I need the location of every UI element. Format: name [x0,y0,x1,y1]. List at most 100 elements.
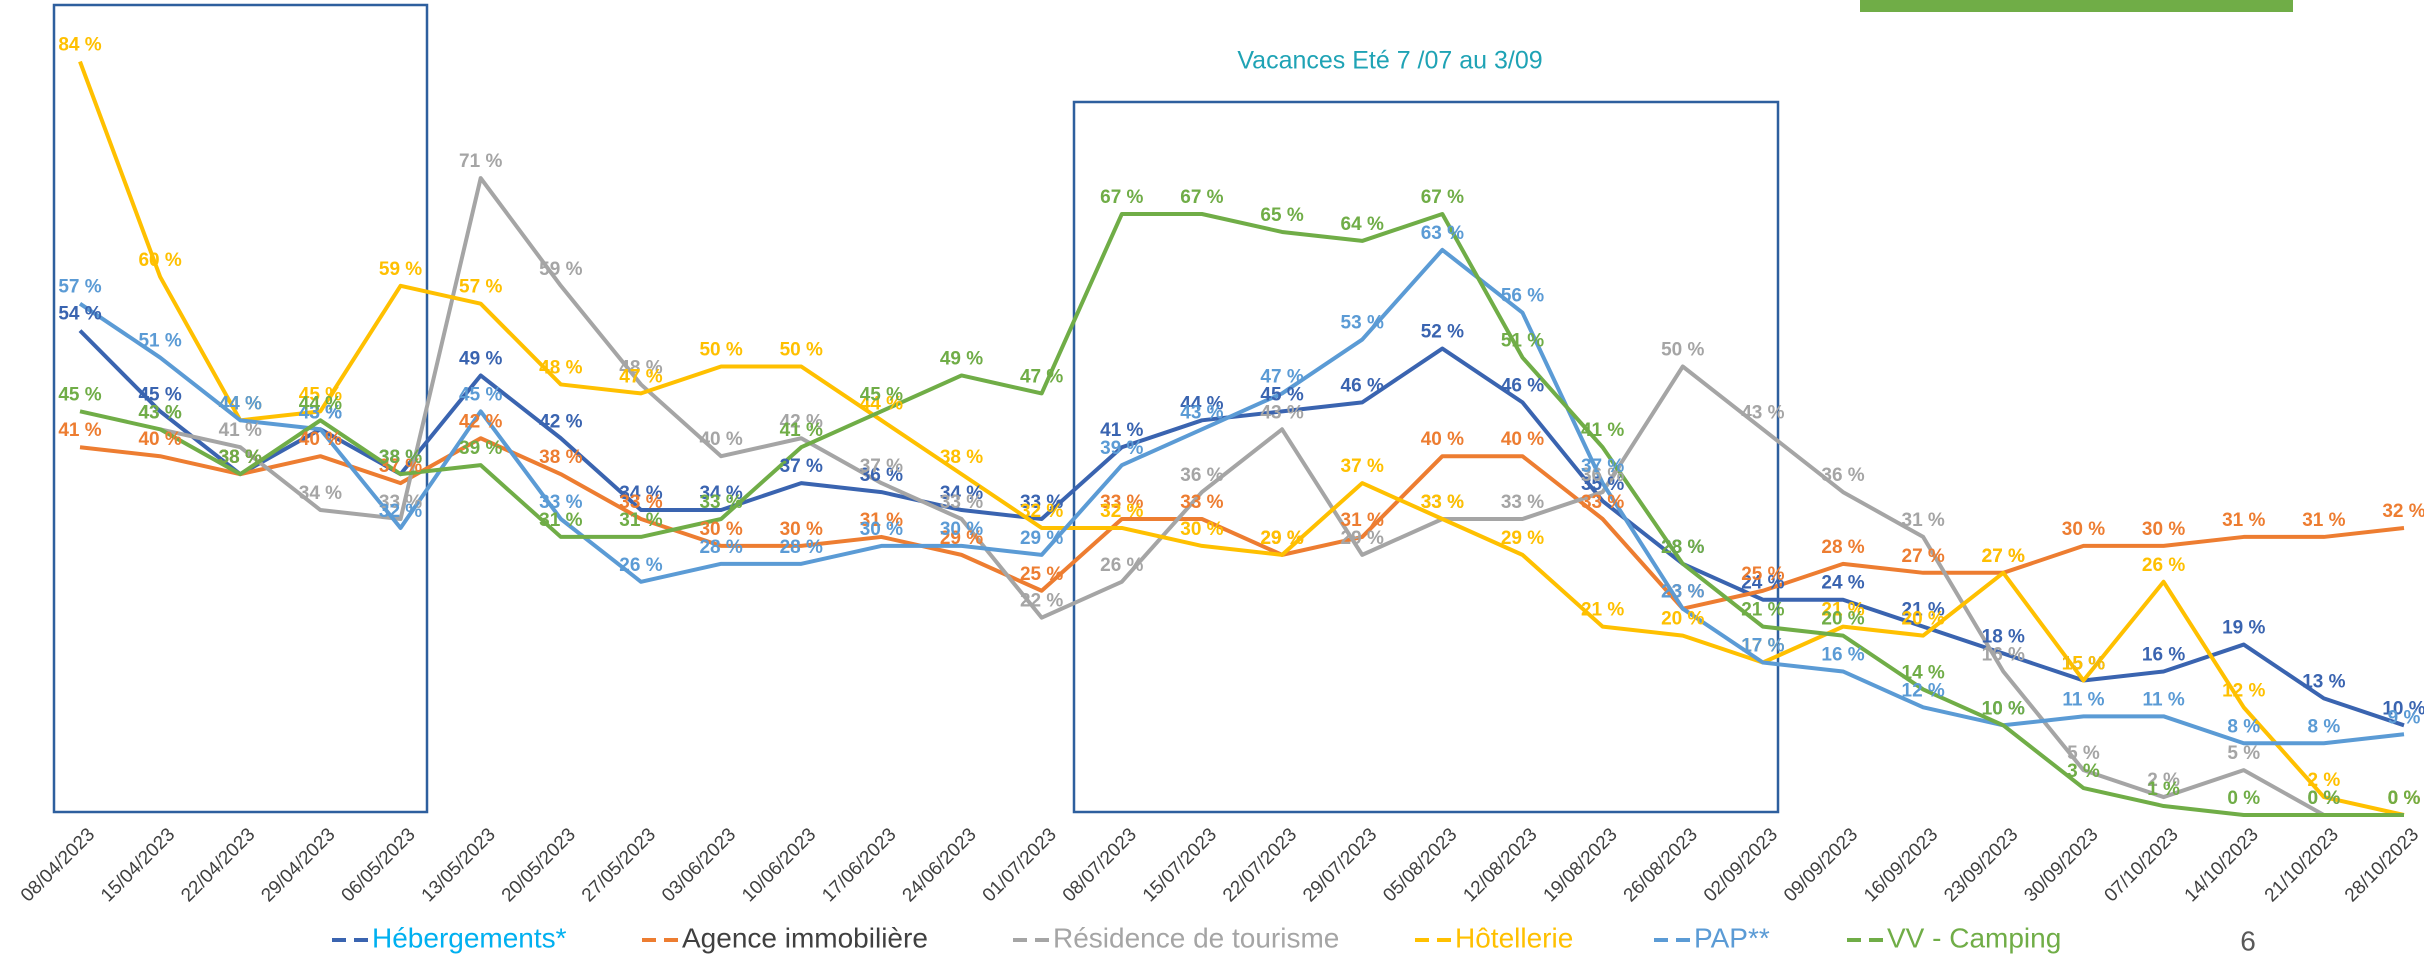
data-label: 65 % [1260,205,1303,226]
data-label: 44 % [1180,393,1223,414]
data-label: 19 % [2222,618,2265,639]
data-label: 46 % [1501,375,1544,396]
data-label: 30 % [940,519,983,540]
data-label: 41 % [1100,420,1143,441]
data-label: 48 % [619,357,662,378]
data-label: 16 % [1821,644,1864,665]
x-tick-label: 10/06/2023 [738,824,820,906]
data-label: 34 % [940,483,983,504]
x-tick-label: 09/09/2023 [1780,824,1862,906]
legend-label: Hôtellerie [1455,922,1573,953]
data-label: 29 % [1260,528,1303,549]
data-label: 33 % [699,492,742,513]
data-label: 10 % [2382,698,2424,719]
x-tick-label: 15/07/2023 [1139,824,1221,906]
header-bar [1860,0,2293,12]
data-label: 20 % [1821,609,1864,630]
data-label: 0 % [2388,788,2421,809]
data-label: 45 % [860,384,903,405]
x-tick-label: 07/10/2023 [2101,824,2183,906]
data-label: 41 % [1581,420,1624,441]
data-label: 26 % [1100,555,1143,576]
series-line [78,60,2405,817]
data-label: 23 % [1661,582,1704,603]
x-tick-label: 22/04/2023 [177,824,259,906]
data-label: 40 % [699,429,742,450]
data-label: 38 % [539,447,582,468]
data-label: 33 % [1581,492,1624,513]
data-label: 67 % [1100,187,1143,208]
data-label: 33 % [1421,492,1464,513]
data-label: 50 % [780,340,823,361]
data-label: 32 % [2382,501,2424,522]
data-label: 0 % [2388,788,2421,809]
data-label: 31 % [619,510,662,531]
data-label: 57 % [459,277,502,298]
data-label: 67 % [1421,187,1464,208]
data-label: 29 % [1020,528,1063,549]
x-tick-label: 02/09/2023 [1700,824,1782,906]
data-label: 30 % [1180,519,1223,540]
data-label: 38 % [219,447,262,468]
x-tick-label: 29/04/2023 [257,824,339,906]
x-tick-label: 20/05/2023 [498,824,580,906]
data-label: 31 % [1341,510,1384,531]
data-label: 8 % [2307,716,2340,737]
data-label: 33 % [940,492,983,513]
data-label: 49 % [459,348,502,369]
plot [78,60,2405,817]
data-label: 64 % [1341,214,1384,235]
data-label: 14 % [1902,662,1945,683]
data-label: 34 % [619,483,662,504]
data-label: 49 % [940,348,983,369]
data-label: 28 % [780,537,823,558]
data-label: 38 % [379,447,422,468]
data-label: 42 % [780,411,823,432]
data-label: 34 % [299,483,342,504]
series-line [159,176,2404,817]
legend-label: VV - Camping [1887,922,2061,953]
data-label: 22 % [1020,591,1063,612]
data-label: 38 % [219,447,262,468]
x-tick-label: 03/06/2023 [658,824,740,906]
data-label: 0 % [2307,788,2340,809]
x-tick-label: 22/07/2023 [1219,824,1301,906]
legend-label: Hébergements* [372,922,567,953]
x-tick-label: 29/07/2023 [1299,824,1381,906]
data-label: 44 % [860,393,903,414]
x-tick-label: 05/08/2023 [1379,824,1461,906]
data-label: 28 % [1661,537,1704,558]
data-label: 40 % [1421,429,1464,450]
data-label: 43 % [1260,402,1303,423]
data-label: 3 % [2067,761,2100,782]
data-label: 84 % [58,35,101,56]
x-tick-label: 30/09/2023 [2020,824,2102,906]
annotation: Vacances Eté 7 /07 au 3/09 [1237,47,1542,75]
series-line [78,329,2405,728]
data-label: 16 % [2142,644,2185,665]
data-label: 50 % [699,340,742,361]
x-tick-label: 13/05/2023 [418,824,500,906]
x-tick-label: 15/04/2023 [97,824,179,906]
data-label: 36 % [1581,465,1624,486]
x-tick-label: 14/10/2023 [2181,824,2263,906]
data-label: 28 % [1821,537,1864,558]
x-tick-label: 16/09/2023 [1860,824,1942,906]
data-label: 30 % [2142,519,2185,540]
data-label: 33 % [619,492,662,513]
x-tick-label: 08/04/2023 [17,824,99,906]
x-tick-label: 17/06/2023 [818,824,900,906]
data-label: 9 % [2388,707,2421,728]
data-label: 71 % [459,151,502,172]
data-label: 30 % [860,519,903,540]
data-label: 26 % [2142,555,2185,576]
data-label: 33 % [1020,492,1063,513]
data-label: 43 % [299,402,342,423]
legend-label: Agence immobilière [682,922,928,953]
legend: Hébergements* Agence immobilière Résidence… [332,922,2061,953]
data-label: 42 % [539,411,582,432]
x-axis: 08/04/202315/04/202322/04/202329/04/2023… [17,824,2423,906]
data-label: 26 % [619,555,662,576]
data-label: 41 % [780,420,823,441]
